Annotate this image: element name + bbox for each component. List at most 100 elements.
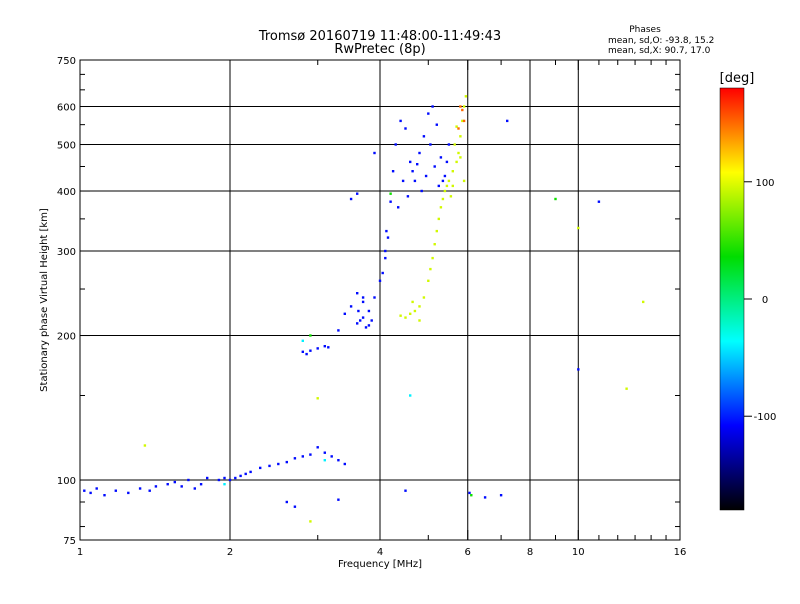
data-point [499, 494, 503, 497]
data-point [468, 491, 471, 495]
data-point [424, 174, 428, 178]
data-point [228, 478, 232, 482]
data-point [349, 305, 353, 308]
x-tick-label: 4 [377, 547, 383, 558]
data-point [305, 352, 308, 356]
data-point [356, 192, 359, 195]
colorbar-gradient [719, 87, 745, 511]
data-point [234, 476, 237, 480]
data-point [418, 151, 421, 155]
data-point [413, 179, 417, 183]
data-point [343, 462, 346, 466]
data-point [316, 397, 319, 400]
data-point [249, 470, 252, 474]
data-point [381, 271, 384, 275]
data-point [367, 309, 371, 313]
data-point [429, 143, 432, 146]
data-point [455, 160, 458, 164]
y-tick-label: 75 [63, 536, 76, 547]
data-point [384, 249, 387, 253]
data-point [187, 478, 190, 482]
x-tick-label: 6 [465, 547, 471, 558]
data-point [461, 119, 464, 123]
data-point [323, 345, 326, 348]
data-point [413, 309, 417, 313]
data-point [597, 200, 601, 203]
data-point [349, 197, 353, 201]
data-point [418, 305, 421, 308]
data-point [361, 316, 365, 319]
data-point [337, 498, 340, 501]
data-point [361, 300, 365, 304]
data-point [127, 491, 130, 495]
data-point [309, 349, 312, 352]
y-tick-label: 600 [57, 103, 76, 114]
y-tick-label: 400 [57, 187, 76, 198]
data-point [435, 229, 438, 233]
data-point [411, 170, 414, 173]
data-point [577, 368, 580, 371]
data-point [356, 292, 359, 295]
data-point [389, 192, 392, 195]
data-point [443, 174, 447, 178]
colorbar: [deg] 100 0 -100 [719, 71, 777, 511]
data-point [359, 319, 362, 322]
data-point [451, 184, 454, 188]
data-point [244, 472, 247, 476]
colorbar-tick-label: -100 [754, 412, 777, 423]
y-tick-label: 300 [57, 247, 76, 258]
data-point [373, 296, 376, 299]
data-point [378, 279, 382, 282]
data-point [166, 483, 169, 486]
data-point [461, 108, 464, 112]
data-point [464, 95, 468, 98]
data-point [577, 226, 580, 230]
data-point [642, 300, 645, 304]
grid-layer [80, 60, 680, 540]
x-tick-label: 10 [572, 547, 585, 558]
data-point [373, 151, 376, 155]
data-point [337, 329, 340, 332]
data-point [389, 200, 392, 203]
x-tick-label: 1 [77, 547, 83, 558]
data-point [399, 119, 402, 123]
data-point [301, 350, 304, 353]
data-point [239, 474, 242, 478]
data-point [457, 151, 460, 155]
y-tick-label: 750 [57, 56, 76, 67]
data-point [327, 346, 330, 349]
data-point [435, 123, 438, 126]
data-point [462, 179, 466, 183]
data-point [445, 184, 449, 188]
data-point [83, 489, 86, 492]
data-point [330, 455, 333, 458]
data-point [409, 312, 412, 315]
data-point [441, 197, 445, 201]
data-point [453, 143, 456, 146]
x-tick-label: 2 [227, 547, 233, 558]
data-point [416, 163, 419, 166]
data-point [441, 179, 445, 183]
data-point [445, 160, 449, 164]
data-point [554, 197, 557, 201]
data-point [103, 494, 106, 497]
data-point [437, 217, 440, 221]
y-axis-label: Stationary phase Virtual Height [km] [39, 208, 50, 392]
data-point [386, 236, 390, 239]
data-point [316, 347, 319, 350]
data-point [301, 339, 304, 342]
data-point [143, 444, 147, 447]
data-point [277, 462, 280, 466]
data-point [343, 312, 346, 315]
data-point [418, 319, 421, 322]
phase-box-line-o: mean, sd,O: -93.8, 15.2 [608, 36, 714, 46]
data-point [385, 229, 388, 233]
data-point [285, 500, 288, 504]
data-point [459, 156, 462, 159]
data-point [420, 189, 423, 193]
data-point [323, 451, 326, 454]
y-tick-label: 100 [57, 476, 76, 487]
data-point [309, 334, 312, 337]
data-point [406, 195, 410, 198]
